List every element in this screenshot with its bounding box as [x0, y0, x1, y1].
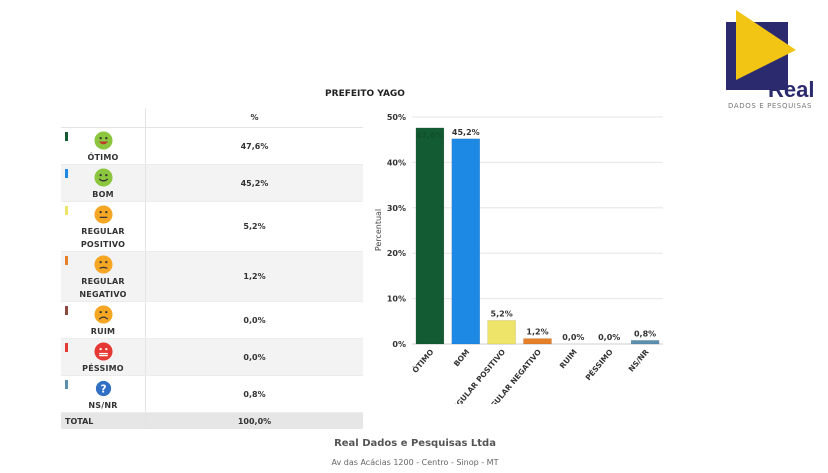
row-label-cell: REGULAR POSITIVO: [61, 201, 146, 252]
table-header-percent: %: [145, 108, 363, 128]
logo-triangle: [736, 10, 796, 80]
bar: [487, 320, 516, 345]
bar-value-label: 0,0%: [562, 333, 584, 342]
color-marker: [65, 169, 68, 178]
bar: [523, 338, 552, 345]
color-marker: [65, 343, 68, 352]
results-table: % ÓTIMO 47,6% BOM 45,2% REGULAR POS: [61, 108, 363, 429]
x-tick-label: BOM: [452, 348, 471, 369]
row-label-cell: BOM: [61, 164, 146, 202]
x-tick-label: NS/NR: [627, 347, 651, 373]
row-value: 45,2%: [145, 164, 363, 202]
table-row: ÓTIMO 47,6%: [61, 127, 363, 165]
logo-subtitle: DADOS E PESQUISAS: [728, 102, 812, 110]
chart-bars: [415, 127, 660, 345]
row-value: 0,8%: [145, 375, 363, 413]
x-tick-label: RUIM: [558, 348, 579, 371]
company-logo: Real DADOS E PESQUISAS: [726, 10, 814, 110]
bar: [415, 127, 445, 345]
total-value: 100,0%: [145, 412, 363, 429]
bar-value-label: 45,2%: [452, 128, 480, 137]
total-label: TOTAL: [61, 412, 146, 429]
y-axis-label: Percentual: [374, 209, 383, 251]
color-marker: [65, 132, 68, 141]
row-label-cell: RUIM: [61, 301, 146, 339]
row-label-cell: REGULAR NEGATIVO: [61, 251, 146, 302]
table-header-empty: [61, 108, 146, 128]
row-label: REGULAR NEGATIVO: [79, 277, 127, 299]
table-row: REGULAR POSITIVO 5,2%: [61, 201, 363, 252]
angry-face-icon: [93, 342, 113, 361]
row-value: 0,0%: [145, 338, 363, 376]
footer-company: Real Dados e Pesquisas Ltda: [334, 438, 496, 449]
chart-grid: [412, 116, 663, 345]
sad-face-icon: [93, 305, 113, 324]
y-tick-label: 30%: [387, 204, 406, 213]
bar-value-label: 0,8%: [634, 329, 656, 338]
table-row: BOM 45,2%: [61, 164, 363, 202]
row-value: 0,0%: [145, 301, 363, 339]
table-row: PÉSSIMO 0,0%: [61, 338, 363, 376]
table-row: RUIM 0,0%: [61, 301, 363, 339]
x-tick-label: REGULAR NEGATIVO: [482, 348, 543, 404]
bar: [630, 340, 660, 345]
color-marker: [65, 306, 68, 315]
y-tick-label: 0%: [392, 340, 406, 349]
row-label: ÓTIMO: [87, 153, 119, 162]
color-marker: [65, 380, 68, 389]
row-label: BOM: [92, 190, 114, 199]
y-tick-label: 10%: [387, 295, 406, 304]
bar-value-label: 0,0%: [598, 333, 620, 342]
row-value: 5,2%: [145, 201, 363, 252]
table-header-row: %: [61, 108, 363, 128]
row-value: 1,2%: [145, 251, 363, 302]
smiling-face-icon: [93, 168, 113, 187]
y-tick-label: 40%: [387, 158, 406, 167]
table-row: REGULAR NEGATIVO 1,2%: [61, 251, 363, 302]
neutral-face-icon: [93, 205, 113, 224]
color-marker: [65, 256, 68, 265]
bar-value-label: 47,6%: [416, 131, 444, 140]
row-label-cell: ÓTIMO: [61, 127, 146, 165]
row-label-cell: PÉSSIMO: [61, 338, 146, 376]
color-marker: [65, 206, 68, 215]
chart-title: PREFEITO YAGO: [325, 89, 405, 99]
svg-text:?: ?: [100, 383, 106, 395]
value-labels: 47,6% 45,2% 5,2% 1,2% 0,0% 0,0% 0,8%: [416, 128, 656, 342]
bar-chart: 0% 10% 20% 30% 40% 50% 47,6% 45,2% 5,2% 1,2% 0,0%…: [374, 113, 663, 404]
row-label: PÉSSIMO: [82, 364, 124, 373]
table-total-row: TOTAL 100,0%: [61, 412, 363, 429]
unhappy-face-icon: [93, 255, 113, 274]
row-label-cell: ? NS/NR: [61, 375, 146, 413]
y-tick-label: 50%: [387, 113, 406, 122]
row-label: RUIM: [90, 327, 116, 336]
bar: [451, 138, 481, 345]
x-tick-label: ÓTIMO: [410, 348, 435, 375]
laughing-face-icon: [93, 131, 113, 150]
logo-word: Real: [768, 77, 814, 102]
row-label: NS/NR: [88, 401, 118, 410]
question-icon: ?: [95, 380, 111, 397]
footer-address: Av das Acácias 1200 - Centro - Sinop - M…: [331, 458, 499, 467]
bar-value-label: 5,2%: [491, 309, 513, 318]
row-label: REGULAR POSITIVO: [80, 227, 126, 249]
y-axis-ticks: 0% 10% 20% 30% 40% 50%: [387, 113, 406, 349]
row-value: 47,6%: [145, 127, 363, 165]
table-row: ? NS/NR 0,8%: [61, 375, 363, 413]
x-tick-label: PÉSSIMO: [584, 348, 615, 383]
y-tick-label: 20%: [387, 249, 406, 258]
bar-value-label: 1,2%: [526, 328, 548, 337]
